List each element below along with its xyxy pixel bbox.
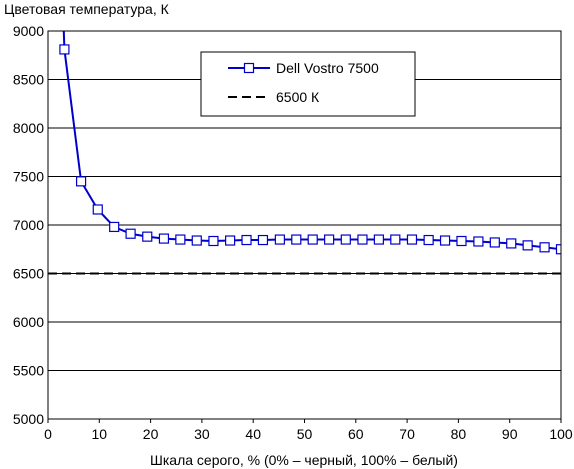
legend: Dell Vostro 7500 6500 К [200, 51, 416, 117]
data-point-marker [75, 176, 87, 187]
data-point-marker [274, 234, 285, 245]
x-tick-marks [47, 419, 562, 423]
data-point-marker [175, 234, 186, 245]
x-tick-label: 80 [451, 426, 467, 442]
data-point-marker [390, 234, 401, 245]
x-tick-label: 70 [399, 426, 415, 442]
x-tick-label: 20 [143, 426, 159, 442]
data-point-marker [324, 234, 335, 245]
data-point-marker [423, 234, 434, 246]
series-line [62, 31, 561, 251]
y-tick-label: 7500 [13, 169, 44, 185]
data-point-marker [506, 238, 517, 249]
data-point-marker [109, 221, 120, 233]
data-point-marker [307, 234, 318, 245]
data-point-marker [59, 44, 70, 55]
data-point-marker [158, 233, 170, 244]
x-tick-label: 90 [502, 426, 518, 442]
series-dell-vostro-7500 [59, 31, 561, 255]
data-point-marker [125, 228, 136, 239]
data-point-marker [473, 236, 484, 247]
data-point-marker [208, 235, 219, 247]
y-tick-label: 7000 [13, 217, 44, 233]
x-tick-label: 30 [194, 426, 210, 442]
data-point-marker [340, 234, 351, 245]
data-point-marker [522, 240, 533, 251]
legend-box [200, 51, 416, 117]
data-point-marker [191, 235, 202, 246]
legend-marker-dell [243, 62, 255, 74]
y-tick-label: 6000 [13, 314, 44, 330]
legend-label-dell: Dell Vostro 7500 [276, 60, 379, 76]
x-tick-label: 10 [92, 426, 108, 442]
y-tick-label: 6500 [13, 266, 44, 282]
y-tick-label: 8000 [13, 120, 44, 136]
x-tick-labels: 0 10 20 30 40 50 60 70 80 90 100 [44, 426, 573, 442]
y-axis-title: Цветовая температура, К [4, 1, 170, 17]
data-point-marker [555, 244, 561, 255]
series-layer [48, 31, 561, 275]
data-point-marker [406, 234, 418, 245]
data-point-marker [439, 235, 451, 246]
x-tick-label: 60 [348, 426, 364, 442]
y-tick-label: 9000 [13, 23, 44, 39]
data-point-marker [291, 234, 302, 245]
x-tick-label: 50 [297, 426, 313, 442]
data-point-marker [225, 235, 236, 246]
y-tick-label: 5500 [13, 363, 44, 379]
y-tick-labels: 5000 5500 6000 6500 7000 7500 8000 8500 9000 [13, 23, 44, 427]
x-tick-label: 40 [245, 426, 261, 442]
y-tick-label: 5000 [13, 411, 44, 427]
data-point-marker [456, 235, 467, 247]
y-tick-label: 8500 [13, 72, 44, 88]
data-point-marker [142, 231, 153, 242]
data-point-marker [92, 204, 103, 215]
legend-label-6500k: 6500 К [276, 89, 320, 105]
data-point-marker [241, 234, 252, 246]
data-point-marker [357, 234, 368, 245]
x-axis-title: Шкала серого, % (0% – черный, 100% – бел… [150, 452, 458, 468]
data-point-marker [489, 237, 500, 248]
data-point-marker [539, 242, 550, 253]
x-tick-label: 0 [44, 426, 52, 442]
data-point-marker [257, 234, 269, 246]
x-tick-label: 100 [549, 426, 573, 442]
data-point-marker [373, 234, 384, 245]
plot-frame [47, 30, 562, 420]
